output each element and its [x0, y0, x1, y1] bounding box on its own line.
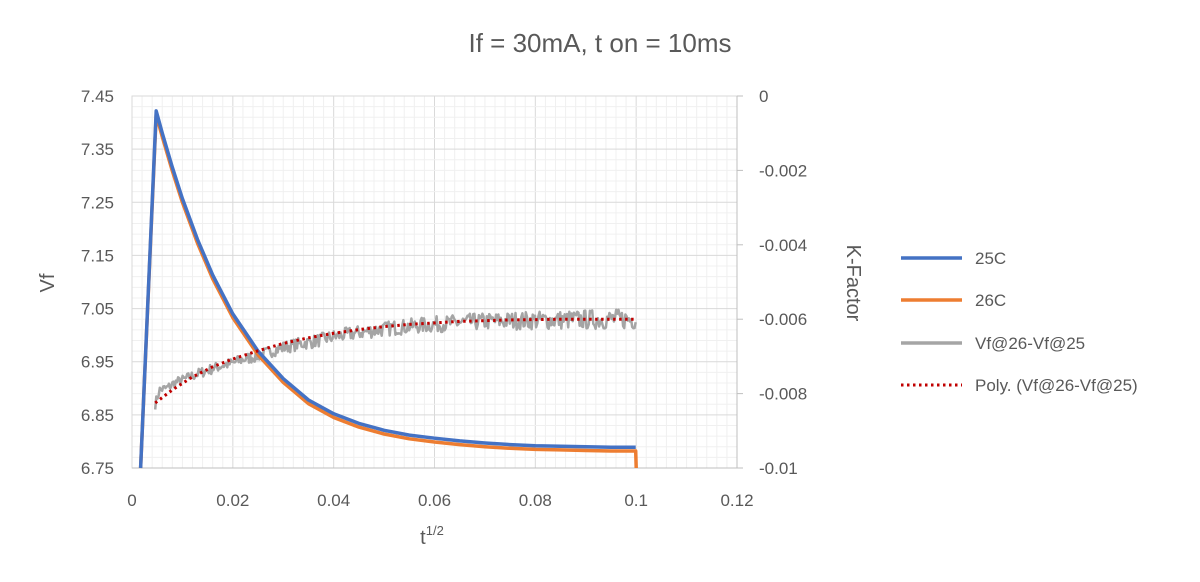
legend-label: Vf@26-Vf@25	[975, 334, 1085, 353]
y-left-tick-label: 7.15	[81, 246, 114, 265]
x-tick-label: 0.02	[216, 491, 249, 510]
x-axis-title-superscript: 1/2	[426, 523, 444, 538]
y-right-tick-label: -0.004	[759, 236, 807, 255]
y-left-tick-label: 6.75	[81, 459, 114, 478]
series-layer	[138, 109, 638, 469]
y-left-tick-label: 7.45	[81, 87, 114, 106]
series-line-vf-26-vf-25	[153, 308, 637, 410]
y-left-tick-label: 6.95	[81, 353, 114, 372]
x-axis-ticks: 0 0.02 0.04 0.06 0.08 0.1 0.12	[127, 491, 753, 510]
gridlines	[132, 96, 737, 468]
x-tick-label: 0.08	[519, 491, 552, 510]
y-left-tick-label: 7.05	[81, 300, 114, 319]
y-right-tick-label: -0.002	[759, 161, 807, 180]
x-tick-label: 0.12	[720, 491, 753, 510]
legend-label: 25C	[975, 249, 1006, 268]
y-right-tick-label: -0.006	[759, 310, 807, 329]
legend-label: Poly. (Vf@26-Vf@25)	[975, 376, 1138, 395]
chart-title: If = 30mA, t on = 10ms	[468, 28, 731, 58]
y-left-tick-label: 7.25	[81, 193, 114, 212]
y-right-axis-ticks: 0 -0.002 -0.004 -0.006 -0.008 -0.01	[759, 87, 807, 478]
y-right-tick-label: -0.01	[759, 459, 798, 478]
series-line-25c	[138, 109, 636, 469]
legend: 25C 26C Vf@26-Vf@25 Poly. (Vf@26-Vf@25)	[901, 249, 1138, 395]
x-tick-label: 0.04	[317, 491, 350, 510]
y-left-axis-title: Vf	[37, 273, 59, 292]
x-tick-label: 0	[127, 491, 136, 510]
y-right-tick-label: 0	[759, 87, 768, 106]
x-axis-title-base: t	[420, 527, 426, 549]
axis-lines	[132, 95, 743, 469]
x-tick-label: 0.1	[624, 491, 648, 510]
y-right-tick-label: -0.008	[759, 385, 807, 404]
y-left-tick-label: 6.85	[81, 406, 114, 425]
y-left-axis-ticks: 7.45 7.35 7.25 7.15 7.05 6.95 6.85 6.75	[81, 87, 114, 478]
legend-label: 26C	[975, 291, 1006, 310]
x-axis-title: t1/2	[420, 523, 444, 549]
x-tick-label: 0.06	[418, 491, 451, 510]
y-left-tick-label: 7.35	[81, 140, 114, 159]
y-right-axis-title: K-Factor	[842, 245, 864, 322]
